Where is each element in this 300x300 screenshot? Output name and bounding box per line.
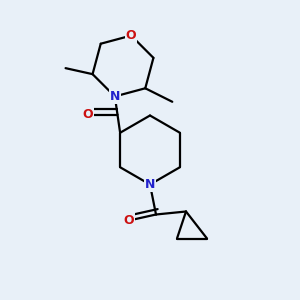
Text: O: O: [126, 29, 136, 42]
Text: N: N: [110, 90, 120, 103]
Text: O: O: [124, 214, 134, 227]
Text: N: N: [145, 178, 155, 191]
Text: O: O: [82, 108, 93, 121]
